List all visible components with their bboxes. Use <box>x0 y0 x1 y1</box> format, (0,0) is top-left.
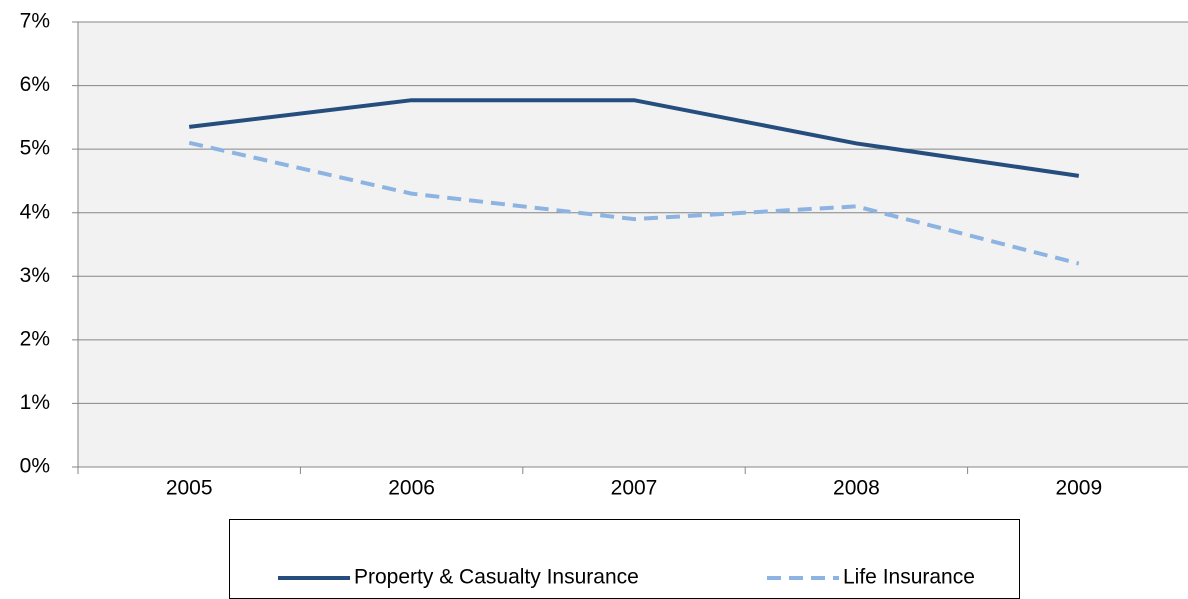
legend-label: Life Insurance <box>843 566 975 589</box>
x-tick-label: 2005 <box>166 477 213 500</box>
x-tick-label: 2009 <box>1055 477 1102 500</box>
y-tick-label: 1% <box>20 391 50 414</box>
y-tick-label: 0% <box>20 455 50 478</box>
legend-box <box>229 519 1020 599</box>
x-tick-label: 2006 <box>388 477 435 500</box>
x-tick-label: 2007 <box>611 477 658 500</box>
y-tick-label: 6% <box>20 73 50 96</box>
y-tick-label: 5% <box>20 137 50 160</box>
legend-label: Property & Casualty Insurance <box>354 566 639 589</box>
x-tick-label: 2008 <box>833 477 880 500</box>
y-tick-label: 2% <box>20 327 50 350</box>
y-tick-label: 3% <box>20 264 50 287</box>
series-line <box>188 98 1080 178</box>
plot-area <box>78 22 1188 467</box>
y-tick-label: 7% <box>20 10 50 33</box>
series-line <box>188 140 1080 266</box>
y-tick-label: 4% <box>20 200 50 223</box>
